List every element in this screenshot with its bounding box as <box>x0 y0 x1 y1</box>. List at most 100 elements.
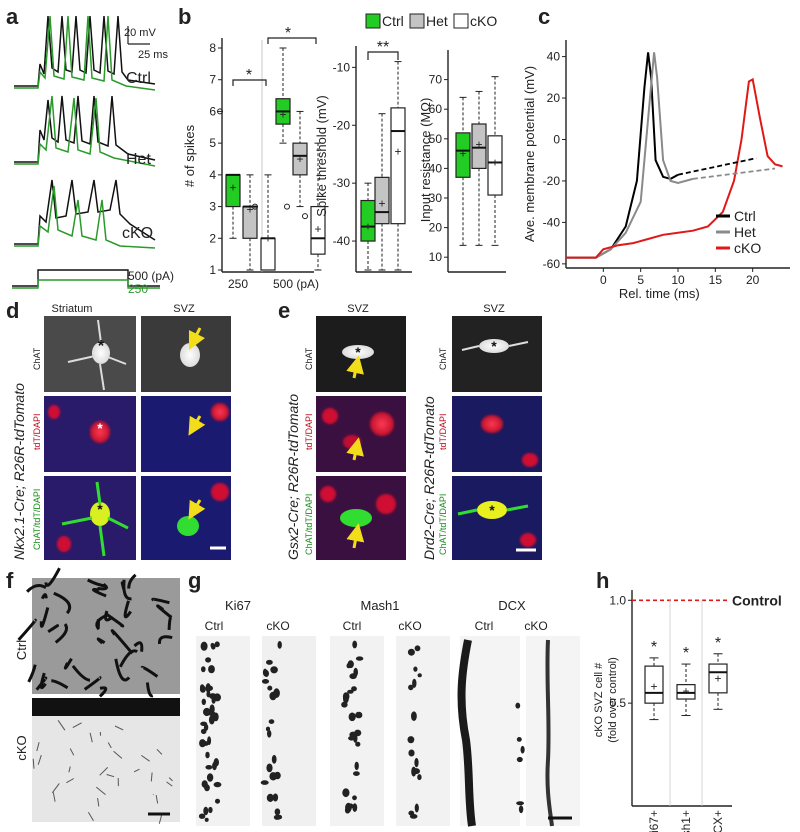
ap-xlabel: Rel. time (ms) <box>619 286 700 301</box>
fiber <box>122 579 132 601</box>
resistance-ctrl-box <box>455 132 471 178</box>
labeled-cell <box>411 711 417 721</box>
labeled-cell <box>355 656 364 661</box>
col-label-striatum: Striatum <box>52 303 93 315</box>
fiber <box>97 798 100 807</box>
labeled-cell <box>205 683 211 693</box>
labeled-cell <box>412 768 421 775</box>
fiber <box>105 612 125 628</box>
spikes-cko-2-mean: + <box>264 231 271 245</box>
fiber <box>72 722 82 729</box>
fiber <box>36 742 40 752</box>
fiber <box>17 618 37 641</box>
row-label-f-ctrl: Ctrl <box>14 640 29 660</box>
trace-label-het: Het <box>126 151 151 168</box>
svz-mash1-box <box>676 684 696 700</box>
spikes-ctrl-0-mean: + <box>229 181 236 195</box>
spikes-ctrl-0-outlier-0 <box>217 108 223 115</box>
fiber <box>83 676 102 691</box>
resistance-het-box <box>471 123 487 170</box>
fiber <box>114 725 124 731</box>
side-label-gsx2: Gsx2-Cre; R26R-tdTomato <box>285 394 301 560</box>
labeled-cell <box>342 692 350 701</box>
spikes-het-4-outlier-0 <box>284 203 290 210</box>
arrow-indicator <box>346 437 364 461</box>
legend-b: Ctrl Het cKO <box>365 13 497 29</box>
labeled-cell <box>414 803 419 813</box>
side-label-nkx21: Nkx2.1-Cre; R26R-tdTomato <box>11 383 27 560</box>
svg-text:*: * <box>355 344 361 360</box>
labeled-cell <box>354 761 359 771</box>
micrograph-tdt-striatum <box>44 396 136 472</box>
labeled-cell <box>208 711 216 717</box>
fiber <box>69 748 75 756</box>
ap-series-cko <box>566 77 783 259</box>
ap-ytick-label-3: -20 <box>543 174 561 188</box>
genotype-dcx-ctrl: Ctrl <box>475 619 494 633</box>
fiber <box>141 754 150 762</box>
fiber <box>37 755 42 765</box>
labeled-cell <box>515 702 521 709</box>
trace-ctrl-black <box>14 15 156 87</box>
scale-mv-label: 20 mV <box>124 27 156 39</box>
threshold-cko-mean: + <box>394 144 401 158</box>
resistance-ytick-label-0: 10 <box>429 250 443 264</box>
legend-item-ctrl: Ctrl <box>365 13 404 29</box>
fiber <box>99 767 109 776</box>
labeled-cell <box>347 689 354 694</box>
labeled-cell <box>214 641 220 648</box>
threshold-cko-box <box>390 107 406 225</box>
labeled-cell <box>203 806 209 816</box>
labeled-cell <box>348 712 356 722</box>
fiber <box>150 772 153 782</box>
col-label-svz-2: SVZ <box>483 303 505 315</box>
labeled-cell <box>204 817 209 822</box>
arrow-indicator <box>346 523 365 549</box>
threshold-ctrl-mean: + <box>364 220 371 234</box>
cell-chat-striatum <box>92 342 110 364</box>
threshold-ylabel: Spike threshold (mV) <box>314 95 329 216</box>
arrow-indicator <box>188 499 206 520</box>
legend-item-cko: cKO <box>453 13 497 29</box>
spikes-het-1-mean: + <box>246 203 253 217</box>
spikes-het-4-mean: + <box>296 152 303 166</box>
labeled-cell <box>274 808 281 816</box>
svz-control-label: Control <box>732 592 782 608</box>
svz-ytick-label-0: 0.5 <box>609 696 626 710</box>
row-label-tdt-e2: tdT/DAPI <box>438 413 448 450</box>
fiber <box>35 676 48 691</box>
fiber <box>151 597 170 605</box>
legend-label-ctrl: Ctrl <box>382 13 404 29</box>
labeled-cell <box>518 805 524 814</box>
labeled-cell <box>266 659 273 665</box>
svz-xtick-label-2: DCX+ <box>711 810 725 832</box>
fiber <box>96 637 106 645</box>
resistance-ytick-label-1: 20 <box>429 221 443 235</box>
marker-label-mash1: Mash1 <box>360 598 399 613</box>
ap-ylabel: Ave. membrane potential (mV) <box>522 66 537 242</box>
resistance-ylabel: Input resistance (MΩ) <box>418 98 433 223</box>
labeled-cell <box>351 686 357 692</box>
fiber <box>51 679 69 690</box>
fiber <box>110 629 134 655</box>
spikes-ytick-label-0: 1 <box>209 263 216 277</box>
labeled-cell <box>414 645 421 652</box>
fiber <box>87 811 94 821</box>
spikes-ytick-label-1: 2 <box>209 231 216 245</box>
fiber <box>107 742 112 749</box>
fiber <box>140 665 159 678</box>
labeled-cell <box>208 806 213 814</box>
fiber <box>89 732 93 743</box>
current-label-250: 250 <box>128 282 148 296</box>
svz-ytick-label-1: 1.0 <box>609 593 626 607</box>
row-label-tdt-dapi: tdT/DAPI <box>32 413 42 450</box>
panel-label-g: g <box>188 568 201 593</box>
fiber <box>114 658 131 682</box>
labeled-cell <box>413 666 418 672</box>
svg-text:*: * <box>489 502 495 518</box>
labeled-cell <box>271 754 277 764</box>
row-label-merge: ChAT/tdT/DAPI <box>32 489 42 550</box>
labeled-cell <box>203 723 209 731</box>
labeled-cell <box>205 751 210 759</box>
